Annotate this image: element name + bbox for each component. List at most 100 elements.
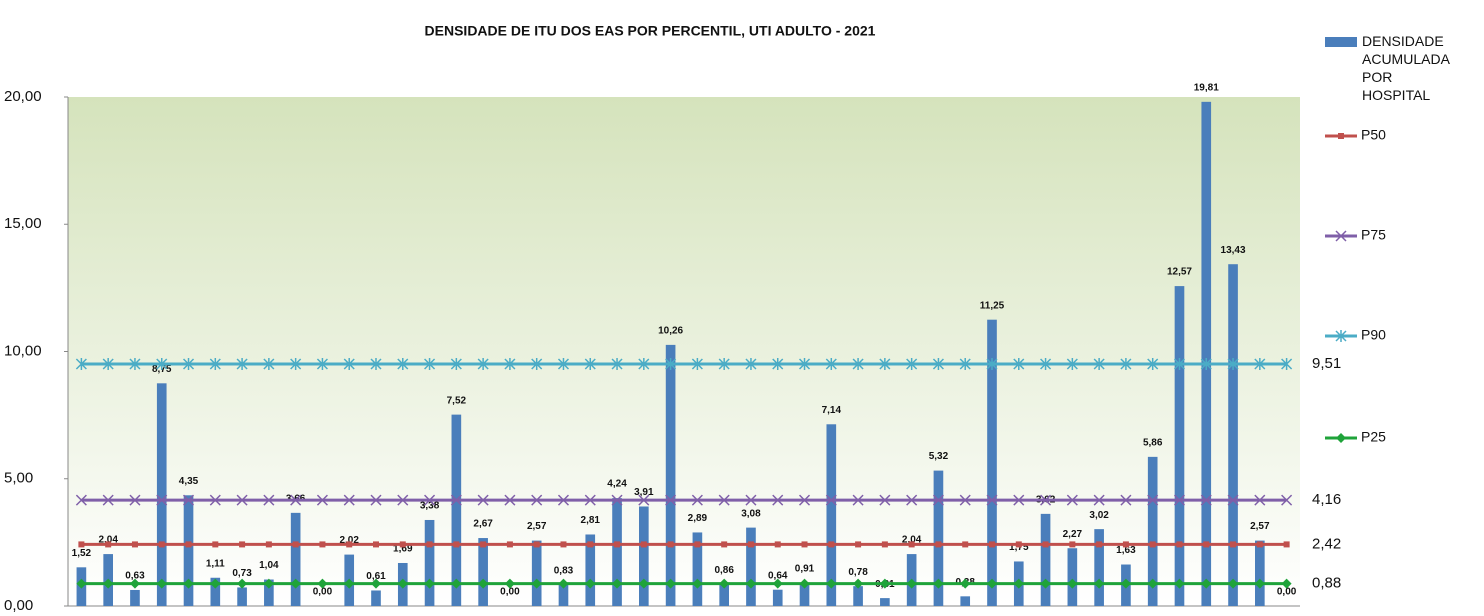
marker — [343, 357, 355, 370]
marker — [290, 578, 301, 589]
value-label: 2,02 — [339, 535, 359, 546]
marker — [131, 541, 138, 548]
marker — [1281, 494, 1293, 506]
bar — [772, 589, 783, 606]
marker — [1096, 541, 1103, 548]
marker — [1120, 494, 1132, 506]
marker — [78, 541, 85, 548]
value-label: 2,57 — [527, 521, 547, 532]
marker — [772, 494, 784, 506]
bar — [237, 587, 247, 606]
marker — [799, 578, 810, 589]
marker — [908, 541, 915, 548]
legend-label: P75 — [1361, 227, 1386, 243]
marker — [182, 357, 195, 370]
bar — [933, 470, 944, 606]
marker — [480, 541, 487, 548]
bar — [1147, 456, 1158, 606]
y-tick-label: 20,00 — [4, 88, 42, 105]
marker — [989, 541, 995, 548]
bar — [1201, 101, 1212, 606]
marker — [612, 578, 623, 589]
marker — [1203, 541, 1210, 548]
marker — [373, 541, 379, 548]
marker — [801, 541, 808, 548]
marker — [1066, 494, 1078, 506]
legend-label: P50 — [1361, 127, 1386, 143]
marker — [879, 578, 890, 589]
value-label: 11,25 — [980, 300, 1005, 311]
marker — [1281, 357, 1293, 370]
marker — [209, 494, 221, 506]
marker — [1335, 330, 1347, 342]
marker — [453, 541, 460, 548]
bar — [692, 532, 703, 606]
value-label: 2,67 — [473, 519, 493, 530]
marker — [1336, 433, 1346, 443]
marker — [852, 494, 864, 506]
value-label: 4,35 — [179, 476, 199, 487]
marker — [1149, 541, 1156, 548]
marker — [397, 578, 408, 589]
value-label: 12,57 — [1167, 267, 1192, 278]
marker — [906, 494, 918, 506]
marker — [319, 541, 326, 548]
marker — [879, 494, 891, 506]
value-label: 4,24 — [607, 479, 627, 490]
marker — [209, 357, 221, 370]
marker — [1254, 357, 1266, 370]
marker — [825, 494, 837, 506]
marker — [959, 357, 971, 370]
bar — [371, 590, 381, 606]
marker — [640, 541, 647, 548]
marker — [129, 494, 141, 506]
bar — [665, 344, 676, 606]
marker — [1069, 541, 1076, 548]
marker — [504, 578, 515, 589]
bar — [558, 584, 569, 606]
marker — [397, 357, 409, 370]
value-label: 0,00 — [1277, 587, 1297, 598]
marker — [129, 357, 141, 370]
marker — [316, 357, 328, 370]
value-label: 2,27 — [1063, 529, 1083, 540]
marker — [1040, 357, 1052, 370]
marker — [210, 578, 221, 589]
marker — [399, 541, 406, 548]
marker — [1227, 357, 1239, 370]
marker — [102, 494, 114, 506]
bar — [451, 414, 462, 606]
value-label: 0,63 — [125, 571, 145, 582]
marker — [986, 494, 998, 506]
marker — [156, 357, 168, 370]
value-label: 0,00 — [500, 587, 520, 598]
value-label: 2,89 — [688, 513, 708, 524]
marker — [343, 494, 355, 506]
bar — [826, 424, 837, 606]
marker — [1254, 578, 1265, 589]
marker — [1173, 494, 1186, 506]
marker — [1015, 541, 1022, 548]
value-label: 5,32 — [929, 451, 949, 462]
marker — [531, 494, 543, 506]
value-label: 2,04 — [98, 535, 118, 546]
marker — [185, 541, 192, 548]
marker — [1120, 357, 1132, 370]
bar — [531, 540, 542, 606]
bar — [264, 579, 274, 606]
marker — [290, 494, 302, 506]
bar — [799, 582, 810, 606]
marker — [1094, 578, 1105, 589]
value-label: 1,75 — [1009, 542, 1029, 553]
bar — [612, 498, 622, 606]
marker — [158, 541, 165, 548]
marker — [1013, 578, 1024, 589]
bar — [585, 534, 596, 606]
marker — [156, 494, 168, 506]
marker — [371, 578, 381, 589]
marker — [1147, 357, 1159, 370]
value-label: 0,00 — [313, 587, 333, 598]
marker — [236, 494, 248, 506]
marker — [614, 541, 621, 548]
value-label: 7,14 — [822, 405, 842, 416]
